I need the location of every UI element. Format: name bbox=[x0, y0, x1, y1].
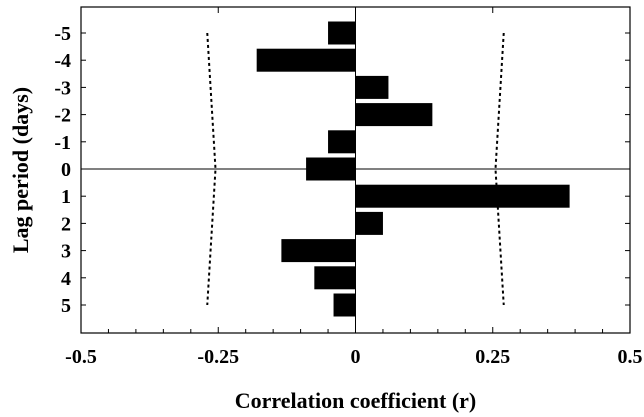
y-tick-label: 4 bbox=[61, 268, 71, 290]
x-tick-label: 0 bbox=[351, 346, 361, 368]
y-tick-labels: -5 -4 -3 -2 -1 0 1 2 3 4 5 bbox=[54, 23, 71, 317]
y-tick-label: -1 bbox=[54, 132, 71, 154]
y-tick-label: -5 bbox=[54, 23, 71, 45]
bar-lag-2 bbox=[355, 211, 383, 235]
bar-lag--3 bbox=[355, 75, 389, 99]
y-tick-label: 5 bbox=[61, 295, 71, 317]
bar-lag--2 bbox=[355, 103, 433, 127]
x-tick-label: -0.5 bbox=[65, 346, 97, 368]
y-tick-label: -4 bbox=[54, 50, 71, 72]
y-tick-label: -2 bbox=[54, 105, 71, 127]
bar-lag--4 bbox=[256, 48, 356, 72]
x-tick-label: -0.25 bbox=[197, 346, 239, 368]
y-tick-label: 2 bbox=[61, 213, 71, 235]
bar-lag-0 bbox=[306, 157, 356, 181]
x-tick-label: 0.25 bbox=[475, 346, 510, 368]
bar-lag-5 bbox=[333, 293, 356, 317]
x-tick-labels: -0.5 -0.25 0 0.25 0.5 bbox=[65, 346, 642, 368]
y-tick-label: 3 bbox=[61, 241, 71, 263]
x-tick-label: 0.5 bbox=[618, 346, 643, 368]
x-axis-title: Correlation coefficient (r) bbox=[235, 388, 476, 413]
bar-lag-3 bbox=[281, 239, 356, 263]
bar-lag--5 bbox=[328, 21, 356, 45]
y-tick-label: -3 bbox=[54, 77, 71, 99]
bar-lag-4 bbox=[314, 266, 356, 290]
plot-area bbox=[80, 6, 631, 334]
y-tick-label: 0 bbox=[61, 159, 71, 181]
bar-lag--1 bbox=[328, 130, 356, 154]
bar-lag-1 bbox=[355, 184, 570, 208]
y-axis-title: Lag period (days) bbox=[8, 87, 33, 253]
y-tick-label: 1 bbox=[61, 186, 71, 208]
